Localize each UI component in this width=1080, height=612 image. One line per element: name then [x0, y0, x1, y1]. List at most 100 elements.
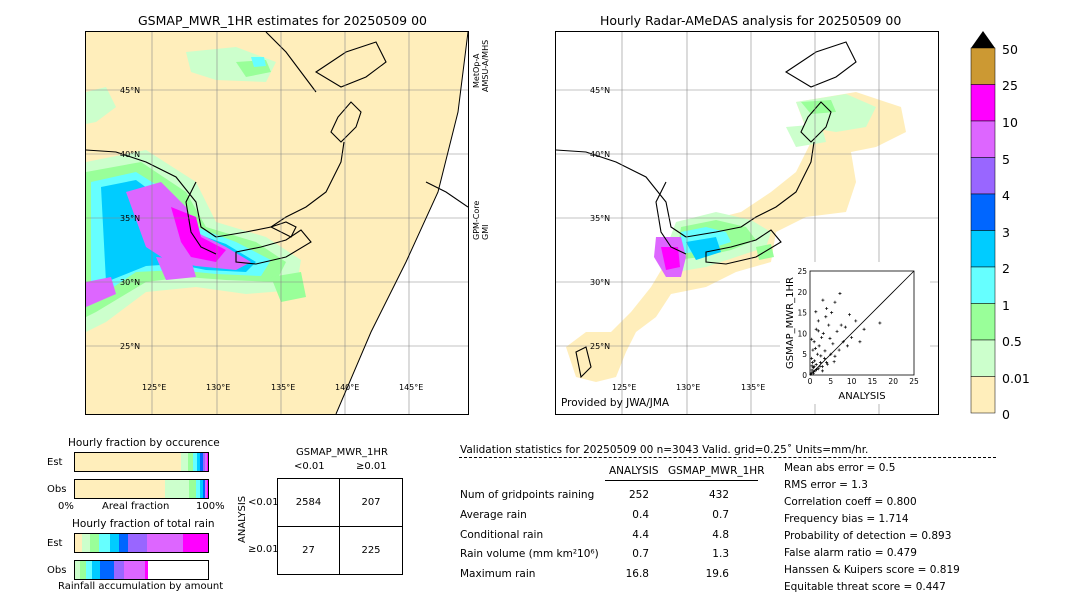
score-line: Hanssen & Kuipers score = 0.819: [784, 564, 960, 576]
colorbar-label: 5: [1002, 152, 1010, 167]
left-lon-label: 145°E: [399, 383, 423, 392]
scatter-point: [809, 372, 813, 376]
colorbar-label: 1: [1002, 298, 1010, 313]
scatter-point: [841, 340, 845, 344]
colorbar-cell: [970, 376, 996, 414]
right-lat-label: 45°N: [590, 86, 610, 95]
scatter-point: [810, 356, 814, 360]
right-map-title: Hourly Radar-AMeDAS analysis for 2025050…: [600, 13, 902, 28]
right-coastlines: [556, 41, 857, 379]
scatter-point: [825, 362, 829, 366]
validation-row-analysis: 16.8: [625, 568, 649, 580]
validation-row-gsmap: 432: [708, 489, 729, 501]
occurrence-est-label: Est: [47, 457, 63, 468]
colorbar-cell: [970, 47, 996, 85]
validation-row-analysis: 0.7: [632, 548, 649, 560]
scatter-point: [850, 336, 854, 340]
left-lon-label: 135°E: [271, 383, 295, 392]
scatter-point: [823, 356, 827, 360]
scatter-point: [814, 327, 818, 331]
left-map: 45°N 40°N 35°N 30°N 25°N 125°E 130°E 135…: [85, 31, 469, 415]
right-map: 45°N 40°N 35°N 30°N 25°N 125°E 130°E 135…: [555, 31, 939, 415]
right-lat-label: 35°N: [590, 214, 610, 223]
colorbar-cell: [970, 193, 996, 231]
scatter-point: [837, 348, 841, 352]
total-rain-obs-label: Obs: [47, 565, 67, 576]
scatter-point: [843, 325, 847, 329]
scatter-x-tick: 15: [868, 377, 878, 386]
scatter-point: [830, 311, 834, 315]
score-line: RMS error = 1.3: [784, 479, 868, 491]
contingency-col-header: ≥0.01: [356, 461, 387, 472]
validation-col-analysis: ANALYSIS: [609, 465, 659, 477]
contingency-cell: 2584: [295, 497, 322, 508]
contingency-col-header: <0.01: [294, 461, 325, 472]
scatter-point: [811, 371, 815, 375]
colorbar-cell: [970, 84, 996, 122]
scatter-point: [838, 291, 842, 295]
scatter-y-tick: 5: [802, 350, 807, 359]
left-lon-label: 140°E: [335, 383, 359, 392]
radar-credit: Provided by JWA/JMA: [561, 397, 670, 409]
scatter-y-tick: 0: [802, 371, 807, 380]
scatter-point: [858, 340, 862, 344]
contingency-row-axis: ANALYSIS: [237, 495, 248, 543]
left-lat-label: 45°N: [120, 86, 140, 95]
validation-header: Validation statistics for 20250509 00 n=…: [460, 444, 869, 456]
validation-row-label: Conditional rain: [460, 529, 544, 541]
score-line: Correlation coeff = 0.800: [784, 496, 917, 508]
scatter-point: [833, 354, 837, 358]
colorbar-cell: [970, 339, 996, 377]
colorbar-label: 50: [1002, 42, 1018, 57]
score-line: Probability of detection = 0.893: [784, 530, 952, 542]
scatter-point: [820, 365, 824, 369]
scatter-point: [818, 364, 822, 368]
contingency-row-header: ≥0.01: [248, 544, 279, 555]
colorbar-cell: [970, 266, 996, 304]
right-lon-label: 125°E: [612, 383, 636, 392]
scatter-point: [814, 310, 818, 314]
occurrence-title: Hourly fraction by occurence: [68, 437, 220, 449]
scatter-ticks: 00 5 5 10 10 15 15 20 20 25 25: [797, 267, 919, 386]
scatter-ylabel: GSMAP_MWR_1HR: [785, 277, 796, 369]
validation-row-gsmap: 4.8: [712, 529, 729, 541]
left-lat-label: 40°N: [120, 150, 140, 159]
total-rain-est-bar: [74, 533, 209, 553]
colorbar-label: 0: [1002, 407, 1010, 422]
scatter-point: [839, 323, 843, 327]
scatter-point: [820, 369, 824, 373]
scatter-point: [821, 331, 825, 335]
scatter-y-tick: 10: [797, 329, 807, 338]
scatter-points: [809, 291, 882, 376]
scatter-point: [845, 344, 849, 348]
left-lat-label: 30°N: [120, 278, 140, 287]
validation-row-analysis: 4.4: [632, 529, 649, 541]
score-line: Equitable threat score = 0.447: [784, 581, 946, 593]
occurrence-obs-bar: [74, 479, 209, 499]
scatter-x-tick: 5: [828, 377, 833, 386]
scatter-x-tick: 0: [808, 377, 813, 386]
scatter-y-tick: 25: [797, 267, 807, 276]
colorbar-cell: [970, 230, 996, 268]
occurrence-x-mid: Areal fraction: [102, 501, 170, 512]
left-lat-label: 25°N: [120, 342, 140, 351]
right-rain-patches: [566, 92, 906, 382]
right-lat-label: 30°N: [590, 278, 610, 287]
scatter-point: [811, 348, 815, 352]
validation-row-label: Rain volume (mm km²10⁶): [460, 548, 599, 560]
left-graticule: [86, 32, 468, 414]
scatter-point: [854, 319, 858, 323]
left-map-sensor-bottom-2: GMI: [481, 224, 490, 240]
left-lon-label: 125°E: [142, 383, 166, 392]
total-rain-title: Hourly fraction of total rain: [72, 518, 215, 530]
colorbar-label: 25: [1002, 78, 1018, 93]
scatter-point: [862, 327, 866, 331]
colorbar-cell: [970, 157, 996, 195]
occurrence-x-right: 100%: [196, 501, 225, 512]
scatter-xlabel: ANALYSIS: [838, 391, 885, 402]
scatter-y-tick: 20: [797, 288, 807, 297]
scatter-point: [821, 298, 825, 302]
scatter-point: [832, 360, 836, 364]
scatter-point: [825, 361, 829, 365]
scatter-point: [816, 319, 820, 323]
